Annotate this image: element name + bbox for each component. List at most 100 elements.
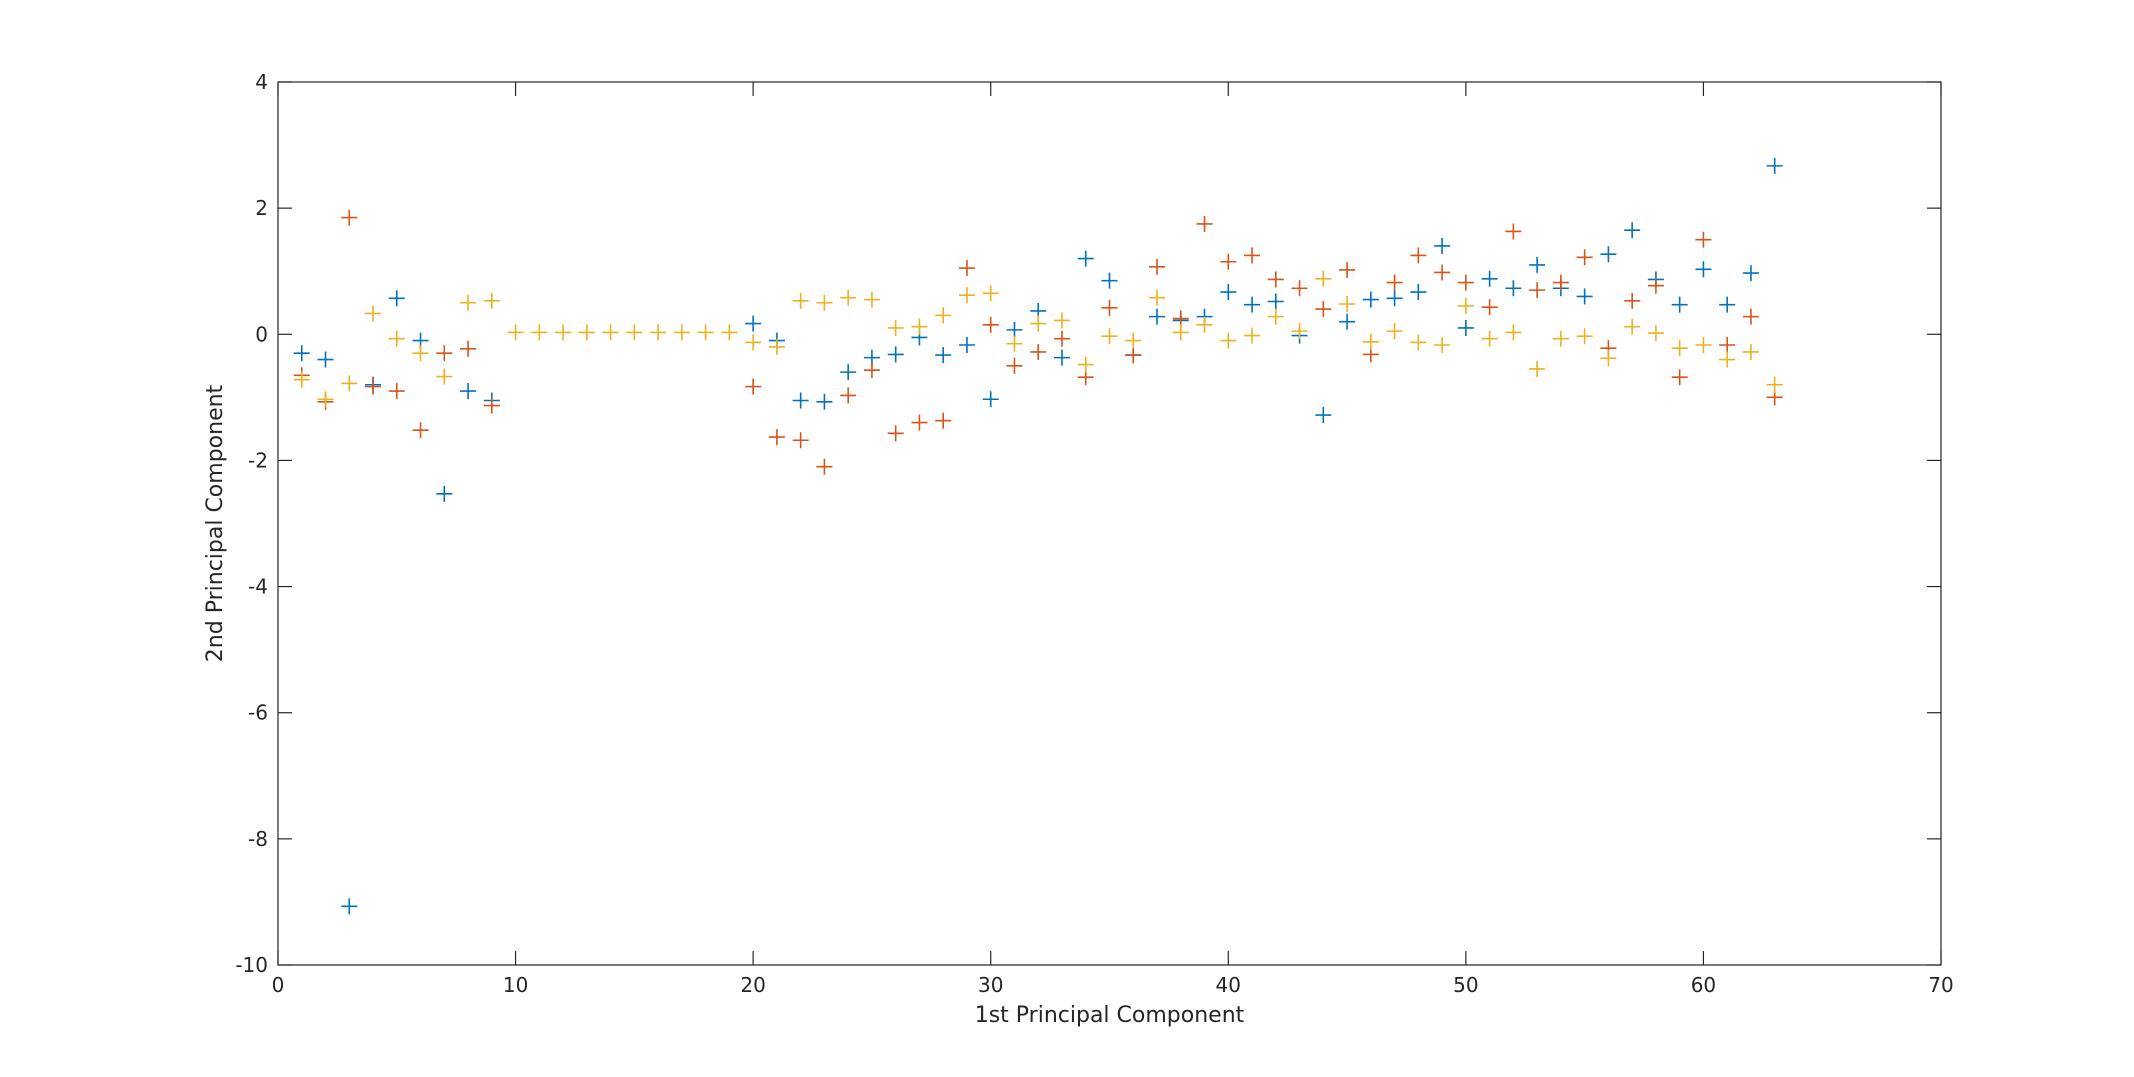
point-series-1 — [1101, 272, 1118, 289]
point-series-2 — [911, 414, 928, 431]
point-series-2 — [1434, 264, 1451, 281]
point-series-2 — [1339, 261, 1356, 278]
y-tick-label: -6 — [248, 701, 268, 725]
point-series-2 — [1576, 249, 1593, 266]
point-series-1 — [1719, 296, 1736, 313]
point-series-3 — [1719, 351, 1736, 368]
point-series-2 — [840, 387, 857, 404]
point-series-1 — [1149, 308, 1166, 325]
point-series-2 — [816, 458, 833, 475]
y-tick-label: -8 — [248, 827, 268, 851]
point-series-1 — [1362, 291, 1379, 308]
point-series-3 — [887, 319, 904, 336]
point-series-3 — [1220, 332, 1237, 349]
point-series-2 — [863, 362, 880, 379]
point-series-3 — [1315, 270, 1332, 287]
point-series-1 — [816, 393, 833, 410]
x-tick-label: 70 — [1928, 973, 1953, 997]
y-tick-label: 2 — [255, 196, 268, 220]
point-series-3 — [1006, 335, 1023, 352]
point-series-1 — [1505, 280, 1522, 297]
point-series-1 — [1006, 321, 1023, 338]
point-series-3 — [1030, 315, 1047, 332]
point-series-3 — [1244, 327, 1261, 344]
point-series-3 — [555, 324, 572, 341]
point-series-3 — [1552, 330, 1569, 347]
point-series-3 — [388, 330, 405, 347]
point-series-1 — [1600, 246, 1617, 263]
point-series-1 — [1481, 270, 1498, 287]
x-tick-label: 10 — [503, 973, 528, 997]
point-series-3 — [1434, 337, 1451, 354]
point-series-2 — [1481, 299, 1498, 316]
x-tick-label: 0 — [272, 973, 285, 997]
point-series-3 — [958, 287, 975, 304]
point-series-3 — [1647, 325, 1664, 342]
point-series-2 — [1386, 274, 1403, 291]
point-series-1 — [1267, 293, 1284, 310]
point-series-3 — [1505, 324, 1522, 341]
point-series-3 — [697, 324, 714, 341]
point-series-2 — [412, 422, 429, 439]
y-tick-label: -10 — [235, 953, 268, 977]
point-series-2 — [1742, 308, 1759, 325]
point-series-3 — [1125, 332, 1142, 349]
point-series-3 — [1457, 297, 1474, 314]
point-series-1 — [1077, 250, 1094, 267]
point-series-3 — [412, 345, 429, 362]
point-series-3 — [1267, 308, 1284, 325]
x-tick-label: 40 — [1216, 973, 1241, 997]
point-series-1 — [1053, 349, 1070, 366]
x-tick-label: 20 — [740, 973, 765, 997]
point-series-2 — [1671, 369, 1688, 386]
point-series-2 — [1101, 299, 1118, 316]
point-series-1 — [982, 391, 999, 408]
point-series-2 — [1529, 282, 1546, 299]
point-series-3 — [1196, 316, 1213, 333]
point-series-3 — [768, 338, 785, 355]
point-series-1 — [792, 392, 809, 409]
point-series-2 — [341, 209, 358, 226]
point-series-3 — [911, 318, 928, 335]
point-series-3 — [507, 324, 524, 341]
point-series-2 — [1053, 330, 1070, 347]
point-series-2 — [1244, 247, 1261, 264]
point-series-3 — [1410, 334, 1427, 351]
point-series-2 — [1172, 310, 1189, 327]
point-series-1 — [1576, 288, 1593, 305]
point-series-2 — [1695, 231, 1712, 248]
point-series-3 — [745, 334, 762, 351]
point-series-1 — [1766, 157, 1783, 174]
point-series-3 — [863, 291, 880, 308]
axes: 0 10 20 30 40 50 60 70 -10 -8 -6 -4 -2 0 2 4 — [235, 70, 1953, 997]
point-series-2 — [1719, 337, 1736, 354]
point-series-2 — [365, 378, 382, 395]
point-series-2 — [792, 432, 809, 449]
point-series-1 — [1624, 222, 1641, 239]
point-series-3 — [341, 375, 358, 392]
point-series-2 — [958, 260, 975, 277]
point-series-1 — [1339, 313, 1356, 330]
point-series-3 — [578, 324, 595, 341]
point-series-3 — [673, 324, 690, 341]
point-series-2 — [887, 425, 904, 442]
point-series-3 — [982, 285, 999, 302]
point-series-2 — [745, 378, 762, 395]
point-series-3 — [460, 294, 477, 311]
point-series-2 — [1267, 271, 1284, 288]
point-series-1 — [887, 346, 904, 363]
point-series-2 — [1030, 343, 1047, 360]
point-series-3 — [1481, 330, 1498, 347]
point-series-2 — [1624, 292, 1641, 309]
point-series-3 — [1339, 296, 1356, 313]
point-series-3 — [1386, 323, 1403, 340]
y-axis-title: 2nd Principal Component — [203, 384, 228, 662]
point-series-3 — [1766, 376, 1783, 393]
point-series-1 — [935, 347, 952, 364]
point-series-1 — [1457, 319, 1474, 336]
point-series-2 — [982, 316, 999, 333]
point-series-3 — [1149, 289, 1166, 306]
point-series-2 — [935, 412, 952, 429]
point-series-2 — [1410, 247, 1427, 264]
point-series-3 — [1600, 350, 1617, 367]
